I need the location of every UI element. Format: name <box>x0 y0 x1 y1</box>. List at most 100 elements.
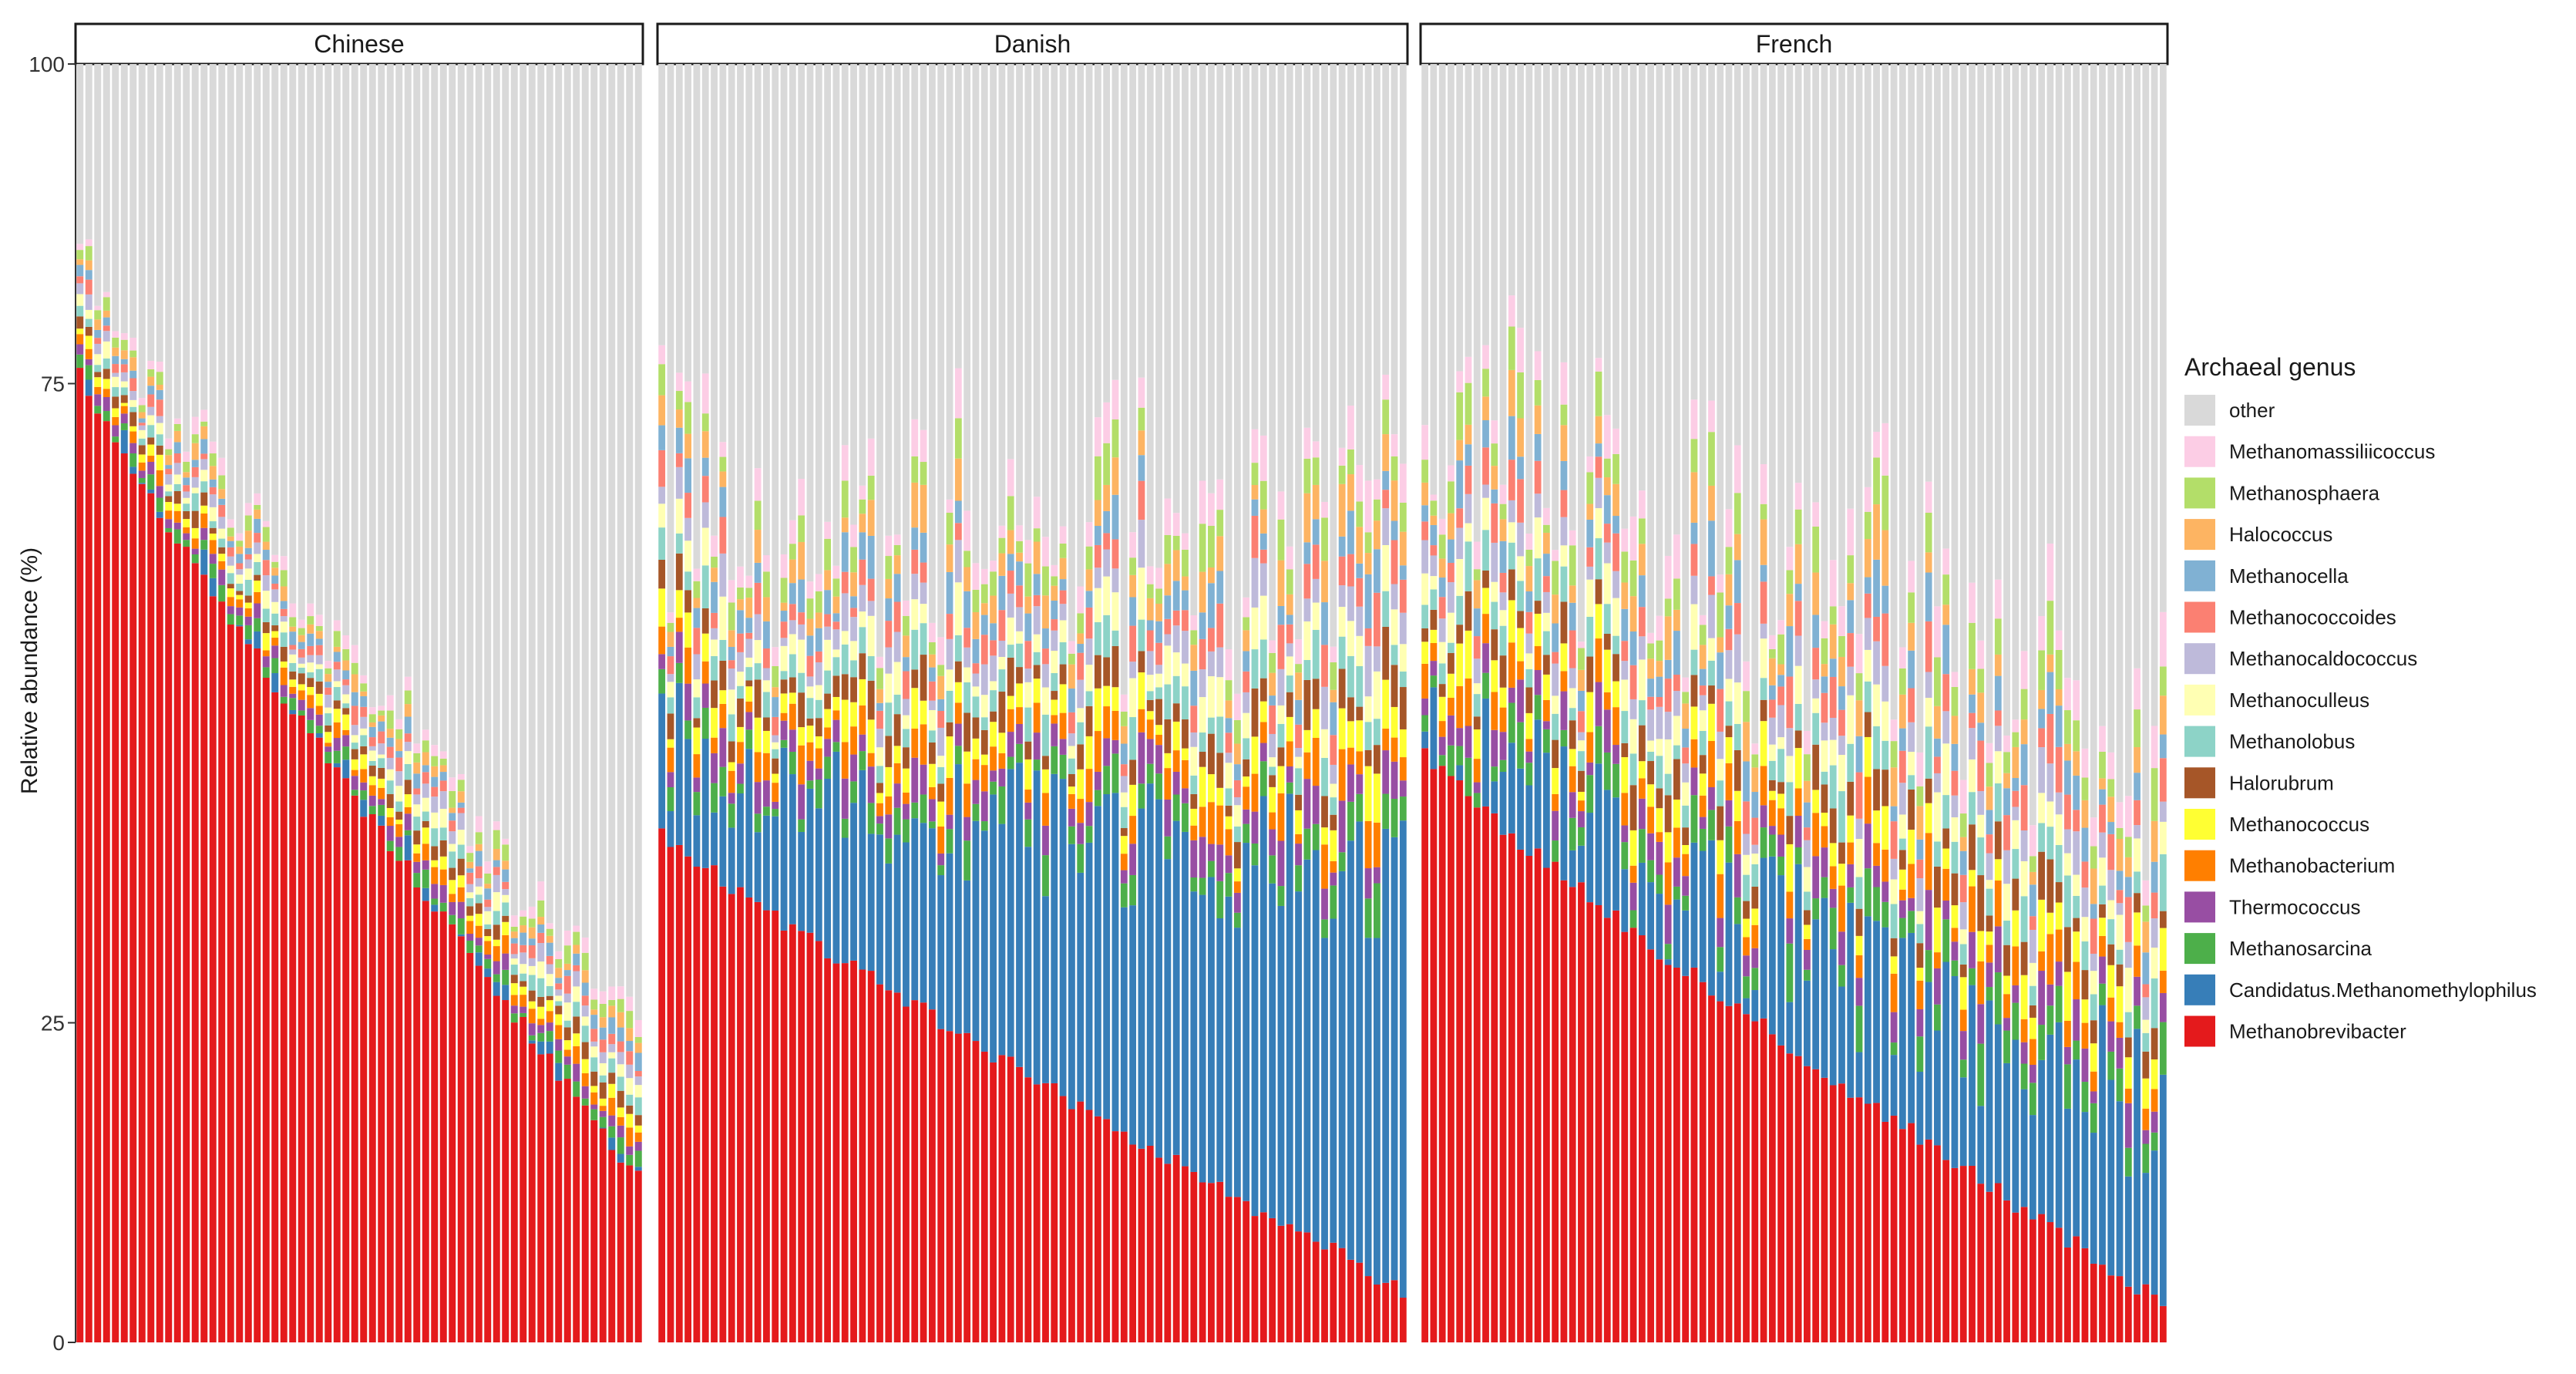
bar-segment-halococcus <box>2090 868 2097 904</box>
bar-segment-methanococcoides <box>1042 648 1049 665</box>
bar-segment-thermococcus <box>1699 817 1707 829</box>
bar-segment-methanococcus <box>1382 679 1390 729</box>
bar-segment-methanolobus <box>1364 722 1372 750</box>
bar-segment-methanosphaera <box>378 710 385 716</box>
bar-segment-methanosarcina <box>1994 972 2002 1025</box>
bar-segment-methanococcus <box>520 986 527 995</box>
bar-segment-methanomassiliicoccus <box>903 600 910 616</box>
bar-segment-methanocaldococcus <box>998 640 1006 657</box>
bar-segment-methanocella <box>626 1041 634 1052</box>
bar-segment-methanobacterium <box>2099 935 2106 957</box>
bar-segment-methanocaldococcus <box>728 668 735 690</box>
bar-segment-other <box>737 64 744 567</box>
bar-segment-methanobacterium <box>867 753 875 767</box>
bar-segment-methanolobus <box>1682 805 1690 828</box>
sample-bar <box>1690 64 1698 1342</box>
bar-segment-methanococcoides <box>1438 597 1446 619</box>
bar-segment-methanolobus <box>165 491 173 497</box>
bar-segment-halococcus <box>1303 493 1311 543</box>
bar-segment-methanosarcina <box>2020 1063 2028 1089</box>
bar-segment-other <box>1456 64 1464 372</box>
bar-segment-methanobacterium <box>850 726 857 755</box>
bar-segment-methanocella <box>156 389 163 400</box>
bar-segment-methanosarcina <box>772 809 779 817</box>
bar-segment-methanococcoides <box>832 621 840 630</box>
bar-segment-methanosarcina <box>2029 1083 2036 1116</box>
bar-segment-candidatus-methanomethylophilus <box>990 794 997 1062</box>
bar-segment-methanomassiliicoccus <box>502 838 509 845</box>
bar-segment-other <box>1629 64 1637 517</box>
bar-segment-methanocaldococcus <box>1794 635 1802 666</box>
bar-segment-methanocella <box>1077 644 1085 653</box>
bar-segment-methanoculleus <box>737 672 744 686</box>
bar-segment-methanolobus <box>1042 714 1049 756</box>
bar-segment-methanolobus <box>1499 625 1507 656</box>
bar-segment-methanocella <box>1751 792 1759 818</box>
bar-segment-methanomassiliicoccus <box>85 239 92 247</box>
bar-segment-methanococcus <box>701 633 709 662</box>
bar-segment-methanococcoides <box>859 559 866 585</box>
bar-segment-methanomassiliicoccus <box>1465 356 1472 383</box>
bar-segment-methanobrevibacter <box>1717 1001 1724 1342</box>
sample-bar <box>763 64 770 1342</box>
bar-segment-methanosphaera <box>617 999 624 1012</box>
bar-segment-other <box>1364 64 1372 481</box>
bar-segment-other <box>422 64 429 730</box>
bar-segment-methanosarcina <box>2116 1068 2124 1102</box>
bar-segment-methanococcoides <box>867 578 875 601</box>
bar-segment-other <box>1613 64 1619 429</box>
bar-segment-methanococcoides <box>789 604 796 621</box>
sample-bar <box>789 64 796 1342</box>
bar-segment-methanolobus <box>1438 663 1446 685</box>
bar-segment-methanocaldococcus <box>493 874 500 893</box>
bar-segment-methanobacterium <box>307 695 314 709</box>
bar-segment-methanococcus <box>1560 643 1568 672</box>
bar-segment-methanococcoides <box>457 807 465 813</box>
bar-segment-halococcus <box>449 807 456 813</box>
bar-segment-methanocella <box>832 613 840 622</box>
bar-segment-methanobrevibacter <box>1465 796 1472 1342</box>
bar-segment-methanomassiliicoccus <box>1399 463 1407 503</box>
bar-segment-methanosarcina <box>1399 796 1407 821</box>
bar-segment-halorubrum <box>1569 720 1576 749</box>
bar-segment-methanolobus <box>1864 681 1871 712</box>
bar-segment-methanocaldococcus <box>832 629 840 650</box>
bar-segment-methanosphaera <box>457 780 465 792</box>
bar-segment-methanosarcina <box>1699 828 1707 851</box>
bar-segment-other <box>850 64 857 525</box>
bar-segment-candidatus-methanomethylophilus <box>333 763 341 768</box>
bar-segment-methanosphaera <box>1473 569 1481 581</box>
bar-segment-candidatus-methanomethylophilus <box>244 639 252 645</box>
bar-segment-methanolobus <box>1898 838 1906 850</box>
bar-segment-methanobrevibacter <box>859 969 866 1342</box>
bar-segment-methanococcus <box>555 1014 563 1025</box>
bar-segment-methanobrevibacter <box>998 1055 1006 1342</box>
bar-segment-methanococcus <box>173 503 181 511</box>
bar-segment-halorubrum <box>120 395 128 403</box>
bar-segment-methanoculleus <box>1172 652 1180 676</box>
bar-segment-methanococcoides <box>183 485 190 492</box>
bar-segment-methanocaldococcus <box>1312 578 1320 603</box>
bar-segment-methanoculleus <box>2029 962 2036 986</box>
bar-segment-methanobrevibacter <box>893 992 901 1342</box>
bar-segment-methanomassiliicoccus <box>1482 345 1489 369</box>
bar-segment-methanococcoides <box>1542 576 1550 592</box>
bar-segment-halorubrum <box>395 811 403 820</box>
bar-segment-methanococcus <box>937 801 945 827</box>
bar-segment-candidatus-methanomethylophilus <box>1786 1002 1794 1054</box>
bar-segment-methanobacterium <box>1182 759 1189 789</box>
bar-segment-methanoculleus <box>191 487 199 493</box>
bar-segment-halococcus <box>1725 574 1733 606</box>
bar-segment-methanocella <box>1473 608 1481 637</box>
bar-segment-methanoculleus <box>165 484 173 492</box>
bar-segment-methanosphaera <box>103 297 110 311</box>
bar-segment-methanobrevibacter <box>1321 1249 1328 1342</box>
bar-segment-halorubrum <box>502 915 509 922</box>
bar-segment-halococcus <box>1094 500 1101 526</box>
sample-bar <box>1277 64 1285 1342</box>
bar-segment-methanomassiliicoccus <box>980 568 988 584</box>
bar-segment-halorubrum <box>218 547 226 554</box>
bar-segment-methanosphaera <box>1068 653 1075 665</box>
bar-segment-methanomassiliicoccus <box>1068 641 1075 654</box>
bar-segment-methanosarcina <box>711 783 718 813</box>
